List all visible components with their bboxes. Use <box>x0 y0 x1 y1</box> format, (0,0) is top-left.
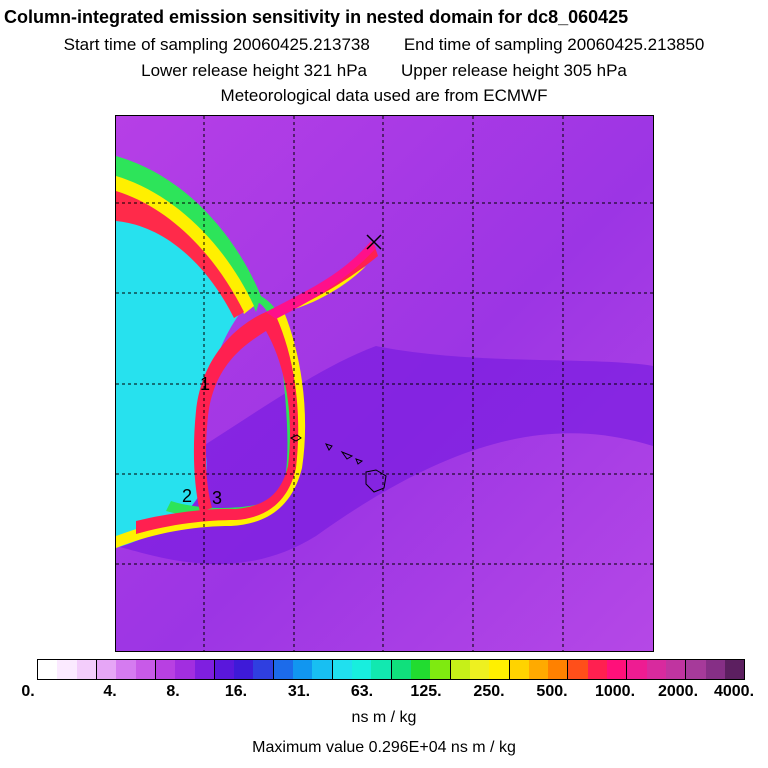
color-swatch <box>194 660 215 679</box>
color-scale-tick-label: 125. <box>410 683 442 700</box>
color-swatch <box>332 660 352 679</box>
color-swatch <box>686 660 706 679</box>
trajectory-red-band <box>136 244 378 534</box>
color-swatch <box>116 660 136 679</box>
color-scale-tick-label: 4000. <box>713 683 755 700</box>
color-swatch <box>410 660 431 679</box>
color-scale-tick-label: 500. <box>536 683 568 700</box>
color-swatch <box>57 660 77 679</box>
color-swatch <box>705 660 725 679</box>
upper-release-height-label: Upper release height 305 hPa <box>401 61 627 80</box>
color-swatch <box>155 660 176 679</box>
color-swatch <box>509 660 529 679</box>
color-swatch <box>568 660 588 679</box>
color-scale-tick-label: 63. <box>350 683 374 700</box>
start-time-label: Start time of sampling 20060425.213738 <box>63 35 370 54</box>
color-swatch <box>548 660 569 679</box>
color-swatch <box>135 660 156 679</box>
outer-red-band <box>116 191 244 318</box>
color-swatch <box>234 660 254 679</box>
color-swatch <box>627 660 647 679</box>
color-scale-bar <box>37 659 745 680</box>
hawaii-islands-outline <box>289 434 387 493</box>
color-swatch <box>371 660 392 679</box>
color-swatch <box>175 660 195 679</box>
color-swatch <box>293 660 313 679</box>
met-data-label: Meteorological data used are from ECMWF <box>220 86 548 105</box>
color-swatch <box>646 660 666 679</box>
color-scale-ticks: 0. 4. 8. 16. 31. 63. 125. 250. 500. 1000. 2000. 400… <box>0 683 768 705</box>
color-swatch <box>391 660 411 679</box>
color-scale-tick-label: 2000. <box>657 683 699 700</box>
contour-label: 2 <box>182 486 192 506</box>
color-swatch <box>607 660 628 679</box>
plume-core <box>266 241 376 319</box>
plot-title: Column-integrated emission sensitivity i… <box>4 7 629 27</box>
color-scale-tick-label: 31. <box>287 683 311 700</box>
color-swatch <box>96 660 117 679</box>
release-point-x-icon <box>366 234 382 250</box>
color-swatch <box>352 660 372 679</box>
color-swatch <box>38 660 58 679</box>
color-swatch <box>489 660 510 679</box>
color-swatch <box>76 660 97 679</box>
color-swatch <box>450 660 470 679</box>
contour-label: 3 <box>212 488 222 508</box>
lower-release-height-label: Lower release height 321 hPa <box>141 61 367 80</box>
sampling-time-row: Start time of sampling 20060425.213738 En… <box>0 35 768 55</box>
color-swatch <box>724 660 745 679</box>
color-swatch <box>469 660 490 679</box>
units-label: ns m / kg <box>351 709 417 726</box>
release-height-row: Lower release height 321 hPa Upper releas… <box>0 61 768 81</box>
contour-label: 1 <box>200 374 210 394</box>
color-scale-tick-label: 16. <box>224 683 248 700</box>
color-scale-tick-label: 4. <box>103 683 117 700</box>
color-swatch <box>273 660 294 679</box>
color-swatch <box>253 660 274 679</box>
end-time-label: End time of sampling 20060425.213850 <box>403 35 705 54</box>
color-scale-tick-label: 250. <box>473 683 505 700</box>
lat-lon-grid <box>116 116 653 651</box>
color-swatch <box>666 660 687 679</box>
color-swatch <box>587 660 608 679</box>
maximum-value-label: Maximum value 0.296E+04 ns m / kg <box>252 739 516 756</box>
color-scale-tick-label: 1000. <box>594 683 636 700</box>
color-scale-tick-label: 8. <box>166 683 180 700</box>
color-swatch <box>214 660 235 679</box>
color-swatch <box>528 660 549 679</box>
color-swatch <box>312 660 333 679</box>
color-swatch <box>430 660 451 679</box>
color-scale-tick-label: 0. <box>21 683 35 700</box>
